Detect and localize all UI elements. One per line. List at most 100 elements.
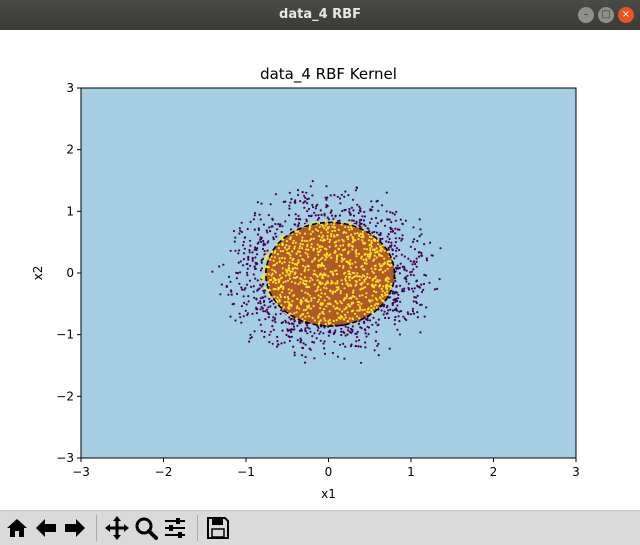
outer-point	[396, 299, 399, 303]
inner-point	[335, 286, 338, 289]
inner-point	[282, 250, 285, 253]
inner-point	[353, 275, 356, 278]
inner-point	[354, 250, 357, 253]
inner-point	[266, 255, 269, 258]
outer-point	[364, 346, 367, 349]
outer-point	[239, 316, 242, 319]
save-button[interactable]	[205, 515, 231, 541]
outer-point	[249, 264, 252, 267]
outer-point	[395, 249, 398, 252]
outer-point	[289, 228, 293, 231]
inner-point	[342, 231, 345, 234]
outer-point	[237, 252, 240, 255]
outer-point	[337, 220, 340, 223]
inner-point	[287, 247, 290, 250]
figure-canvas[interactable]: −3 −2 −1 0 1 2 3 −3 −2 −1 0 1 2 3 data_4 RBF Kernel x…	[0, 30, 640, 510]
forward-button[interactable]	[62, 515, 88, 541]
outer-point	[320, 213, 323, 216]
outer-point	[387, 241, 390, 244]
outer-point	[409, 271, 412, 274]
outer-point	[342, 342, 345, 345]
outer-point	[334, 324, 337, 327]
inner-point	[297, 259, 300, 262]
outer-point	[292, 345, 295, 348]
inner-point	[278, 274, 281, 277]
inner-point	[349, 266, 352, 269]
outer-point	[316, 325, 319, 328]
minimize-button[interactable]: –	[578, 7, 594, 23]
outer-point	[272, 238, 275, 241]
outer-point	[238, 232, 241, 235]
window-title: data_4 RBF	[279, 7, 361, 22]
inner-point	[310, 243, 313, 246]
outer-point	[304, 355, 307, 359]
outer-point	[252, 285, 255, 288]
outer-point	[420, 233, 423, 236]
outer-point	[300, 329, 303, 332]
inner-point	[323, 308, 326, 311]
inner-point	[316, 300, 319, 303]
outer-point	[361, 215, 364, 218]
outer-point	[360, 327, 363, 330]
outer-point	[252, 218, 255, 221]
outer-point	[338, 197, 342, 200]
outer-point	[229, 315, 232, 318]
outer-point	[248, 249, 251, 252]
outer-point	[380, 219, 383, 222]
outer-point	[364, 341, 367, 344]
outer-point	[262, 296, 265, 299]
inner-point	[349, 273, 352, 276]
outer-point	[256, 233, 260, 236]
inner-point	[350, 284, 353, 287]
outer-point	[265, 308, 268, 311]
outer-point	[391, 230, 394, 233]
outer-point	[394, 280, 397, 283]
inner-point	[298, 250, 301, 253]
outer-point	[407, 257, 410, 260]
outer-point	[393, 318, 396, 322]
outer-point	[218, 265, 221, 268]
x-tick-label: 3	[572, 465, 580, 479]
outer-point	[256, 253, 259, 256]
inner-point	[352, 238, 355, 241]
outer-point	[409, 245, 412, 248]
outer-point	[281, 329, 284, 332]
outer-point	[371, 323, 374, 326]
inner-point	[335, 269, 338, 272]
configure-subplots-button[interactable]	[162, 515, 188, 541]
inner-point	[375, 302, 378, 305]
outer-point	[331, 351, 334, 355]
outer-point	[248, 251, 251, 254]
outer-point	[416, 316, 419, 319]
outer-point	[325, 198, 328, 201]
outer-point	[414, 296, 418, 299]
outer-point	[399, 218, 402, 221]
inner-point	[375, 306, 378, 309]
inner-point	[282, 287, 285, 290]
inner-point	[283, 257, 286, 260]
inner-point	[351, 245, 354, 248]
outer-point	[393, 244, 396, 247]
outer-point	[412, 312, 416, 315]
inner-point	[331, 292, 334, 295]
inner-point	[347, 235, 350, 238]
inner-point	[336, 312, 339, 315]
maximize-button[interactable]: □	[598, 7, 614, 23]
outer-point	[352, 219, 355, 222]
back-button[interactable]	[33, 515, 59, 541]
close-button[interactable]: ×	[618, 7, 634, 23]
inner-point	[321, 282, 324, 285]
pan-button[interactable]	[104, 515, 130, 541]
inner-point	[351, 262, 354, 265]
outer-point	[323, 214, 326, 217]
inner-point	[311, 221, 314, 224]
outer-point	[253, 228, 256, 231]
zoom-button[interactable]	[133, 515, 159, 541]
outer-point	[254, 246, 257, 249]
inner-point	[361, 309, 364, 312]
maximize-icon: □	[601, 9, 611, 20]
inner-point	[304, 266, 307, 269]
outer-point	[297, 224, 300, 227]
home-button[interactable]	[4, 515, 30, 541]
outer-point	[377, 354, 380, 357]
